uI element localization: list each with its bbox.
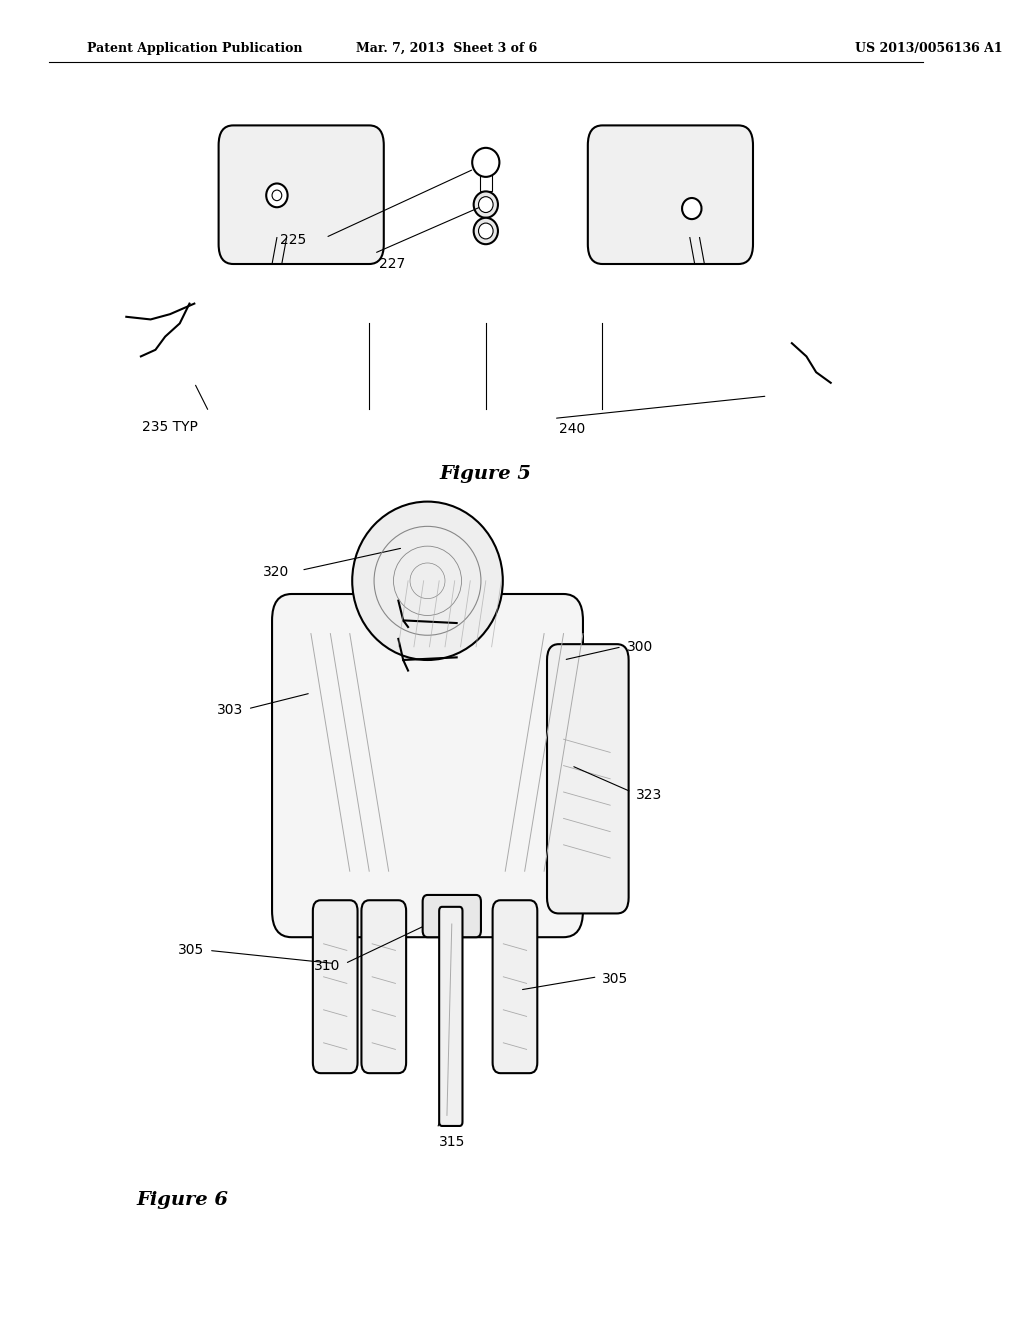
Ellipse shape bbox=[472, 148, 500, 177]
Text: 235 TYP: 235 TYP bbox=[142, 420, 198, 434]
Ellipse shape bbox=[272, 190, 282, 201]
FancyBboxPatch shape bbox=[547, 644, 629, 913]
Text: 225: 225 bbox=[280, 234, 306, 247]
Text: 300: 300 bbox=[627, 640, 653, 653]
FancyBboxPatch shape bbox=[493, 900, 538, 1073]
Text: 227: 227 bbox=[379, 257, 406, 272]
Text: 320: 320 bbox=[263, 565, 290, 578]
FancyBboxPatch shape bbox=[313, 900, 357, 1073]
Polygon shape bbox=[480, 162, 492, 191]
Text: Figure 6: Figure 6 bbox=[136, 1191, 228, 1209]
Text: 315: 315 bbox=[439, 1135, 466, 1150]
Text: 305: 305 bbox=[178, 944, 204, 957]
Text: 303: 303 bbox=[217, 704, 243, 717]
Text: US 2013/0056136 A1: US 2013/0056136 A1 bbox=[855, 42, 1002, 55]
Ellipse shape bbox=[352, 502, 503, 660]
Text: 323: 323 bbox=[636, 788, 663, 801]
FancyBboxPatch shape bbox=[588, 125, 753, 264]
Text: 305: 305 bbox=[602, 973, 629, 986]
Text: Figure 5: Figure 5 bbox=[439, 465, 531, 483]
Text: Mar. 7, 2013  Sheet 3 of 6: Mar. 7, 2013 Sheet 3 of 6 bbox=[356, 42, 538, 55]
FancyBboxPatch shape bbox=[218, 125, 384, 264]
Text: 240: 240 bbox=[559, 422, 585, 437]
Ellipse shape bbox=[474, 218, 498, 244]
Ellipse shape bbox=[682, 198, 701, 219]
FancyBboxPatch shape bbox=[361, 900, 407, 1073]
Ellipse shape bbox=[478, 223, 494, 239]
Ellipse shape bbox=[478, 197, 494, 213]
Text: Patent Application Publication: Patent Application Publication bbox=[87, 42, 303, 55]
FancyBboxPatch shape bbox=[423, 895, 481, 937]
Ellipse shape bbox=[474, 191, 498, 218]
Ellipse shape bbox=[266, 183, 288, 207]
Text: 310: 310 bbox=[313, 960, 340, 973]
FancyBboxPatch shape bbox=[272, 594, 583, 937]
FancyBboxPatch shape bbox=[439, 907, 463, 1126]
